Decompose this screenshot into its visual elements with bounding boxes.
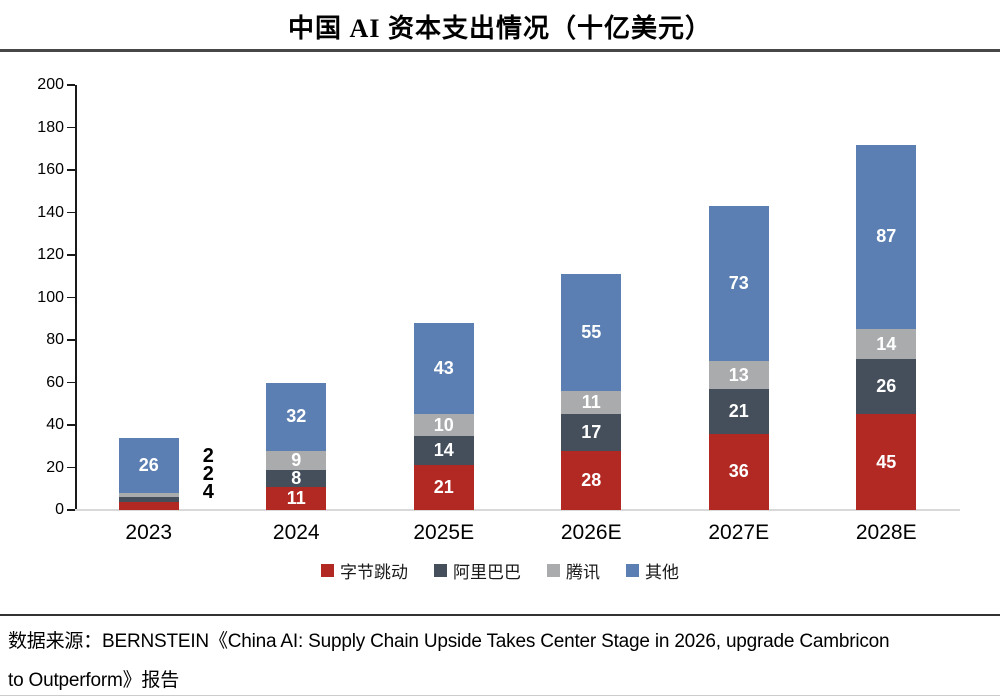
bar-segment-腾讯: 9 <box>266 450 327 470</box>
y-axis-tick-label: 0 <box>55 501 64 518</box>
x-axis-label-2028E: 2028E <box>855 521 917 544</box>
legend-label: 其他 <box>645 563 679 582</box>
bar-segment-其他: 55 <box>561 274 622 391</box>
legend-item-字节跳动: 字节跳动 <box>321 558 408 583</box>
chart-title: 中国 AI 资本支出情况（十亿美元） <box>288 14 712 43</box>
title-divider <box>0 49 1000 52</box>
y-axis-tick <box>67 466 75 469</box>
y-axis-tick-label: 200 <box>37 76 64 93</box>
legend-item-阿里巴巴: 阿里巴巴 <box>434 558 521 583</box>
legend-label: 字节跳动 <box>340 563 408 582</box>
y-axis-tick-label: 20 <box>46 458 64 476</box>
bar-segment-腾讯: 11 <box>561 391 622 415</box>
source-text-line-1: 数据来源：BERNSTEIN《China AI: Supply Chain Up… <box>8 631 890 652</box>
bar-segment-字节跳动: 45 <box>856 414 917 510</box>
bar-segment-字节跳动: 11 <box>266 486 327 510</box>
chart-legend: 字节跳动 阿里巴巴 腾讯 其他 <box>0 558 1000 583</box>
y-axis-tick <box>67 381 75 384</box>
x-axis-label-2027E: 2027E <box>708 521 770 544</box>
y-axis-tick <box>67 296 75 299</box>
y-axis-tick-label: 100 <box>37 288 64 306</box>
y-axis-tick-label: 40 <box>46 416 64 433</box>
y-axis-tick-label: 80 <box>46 331 64 348</box>
legend-swatch-icon <box>434 564 447 577</box>
outside-value-label: 2 <box>202 445 214 467</box>
y-axis-tick <box>67 169 75 171</box>
y-axis-tick-label: 140 <box>37 203 64 221</box>
bar-segment-腾讯: 10 <box>413 414 474 436</box>
x-axis-label-2025E: 2025E <box>413 521 475 544</box>
legend-label: 阿里巴巴 <box>453 563 521 582</box>
bar-segment-字节跳动: 28 <box>561 450 622 510</box>
bar-segment-其他: 26 <box>118 437 179 493</box>
y-axis-tick-label: 120 <box>37 246 64 263</box>
bar-segment-字节跳动 <box>118 501 179 510</box>
bar-segment-字节跳动: 36 <box>708 433 769 510</box>
bar-segment-阿里巴巴 <box>118 497 179 502</box>
legend-swatch-icon <box>626 564 639 577</box>
x-axis-baseline <box>75 509 960 511</box>
source-text-line-2: to Outperform》报告 <box>8 670 180 691</box>
bar-segment-字节跳动: 21 <box>413 465 474 510</box>
y-axis-tick <box>67 424 75 426</box>
bar-segment-阿里巴巴: 21 <box>708 388 769 434</box>
bar-segment-腾讯: 13 <box>708 361 769 389</box>
bar-segment-其他: 43 <box>413 323 474 415</box>
y-axis-tick <box>67 254 75 256</box>
y-axis-line <box>75 85 77 510</box>
x-axis-label-2024: 2024 <box>272 521 320 544</box>
y-axis-tick-label: 180 <box>37 118 64 136</box>
outside-value-label: 2 <box>202 463 214 485</box>
y-axis-tick-label: 60 <box>46 373 64 391</box>
bar-segment-腾讯 <box>118 493 179 498</box>
bar-segment-其他: 32 <box>266 382 327 451</box>
bar-segment-阿里巴巴: 14 <box>413 435 474 466</box>
outside-value-label: 4 <box>202 481 214 503</box>
legend-swatch-icon <box>547 564 560 577</box>
y-axis-tick <box>67 509 75 511</box>
bar-segment-腾讯: 14 <box>856 329 917 360</box>
y-axis-tick-label: 160 <box>37 161 64 178</box>
x-axis-label-2023: 2023 <box>125 521 173 544</box>
legend-item-其他: 其他 <box>626 558 679 583</box>
source-divider <box>0 614 1000 616</box>
bar-segment-阿里巴巴: 8 <box>266 469 327 487</box>
legend-swatch-icon <box>321 564 334 577</box>
y-axis-tick <box>67 339 75 341</box>
bar-segment-其他: 73 <box>708 206 769 362</box>
y-axis-tick <box>67 211 75 214</box>
x-axis-label-2026E: 2026E <box>560 521 622 544</box>
bar-segment-阿里巴巴: 26 <box>856 359 917 415</box>
bar-segment-其他: 87 <box>856 144 917 330</box>
legend-item-腾讯: 腾讯 <box>547 558 600 583</box>
bar-segment-阿里巴巴: 17 <box>561 414 622 451</box>
legend-label: 腾讯 <box>566 563 600 582</box>
y-axis-tick <box>67 84 75 86</box>
y-axis-tick <box>67 126 75 129</box>
bottom-divider <box>0 694 1000 696</box>
